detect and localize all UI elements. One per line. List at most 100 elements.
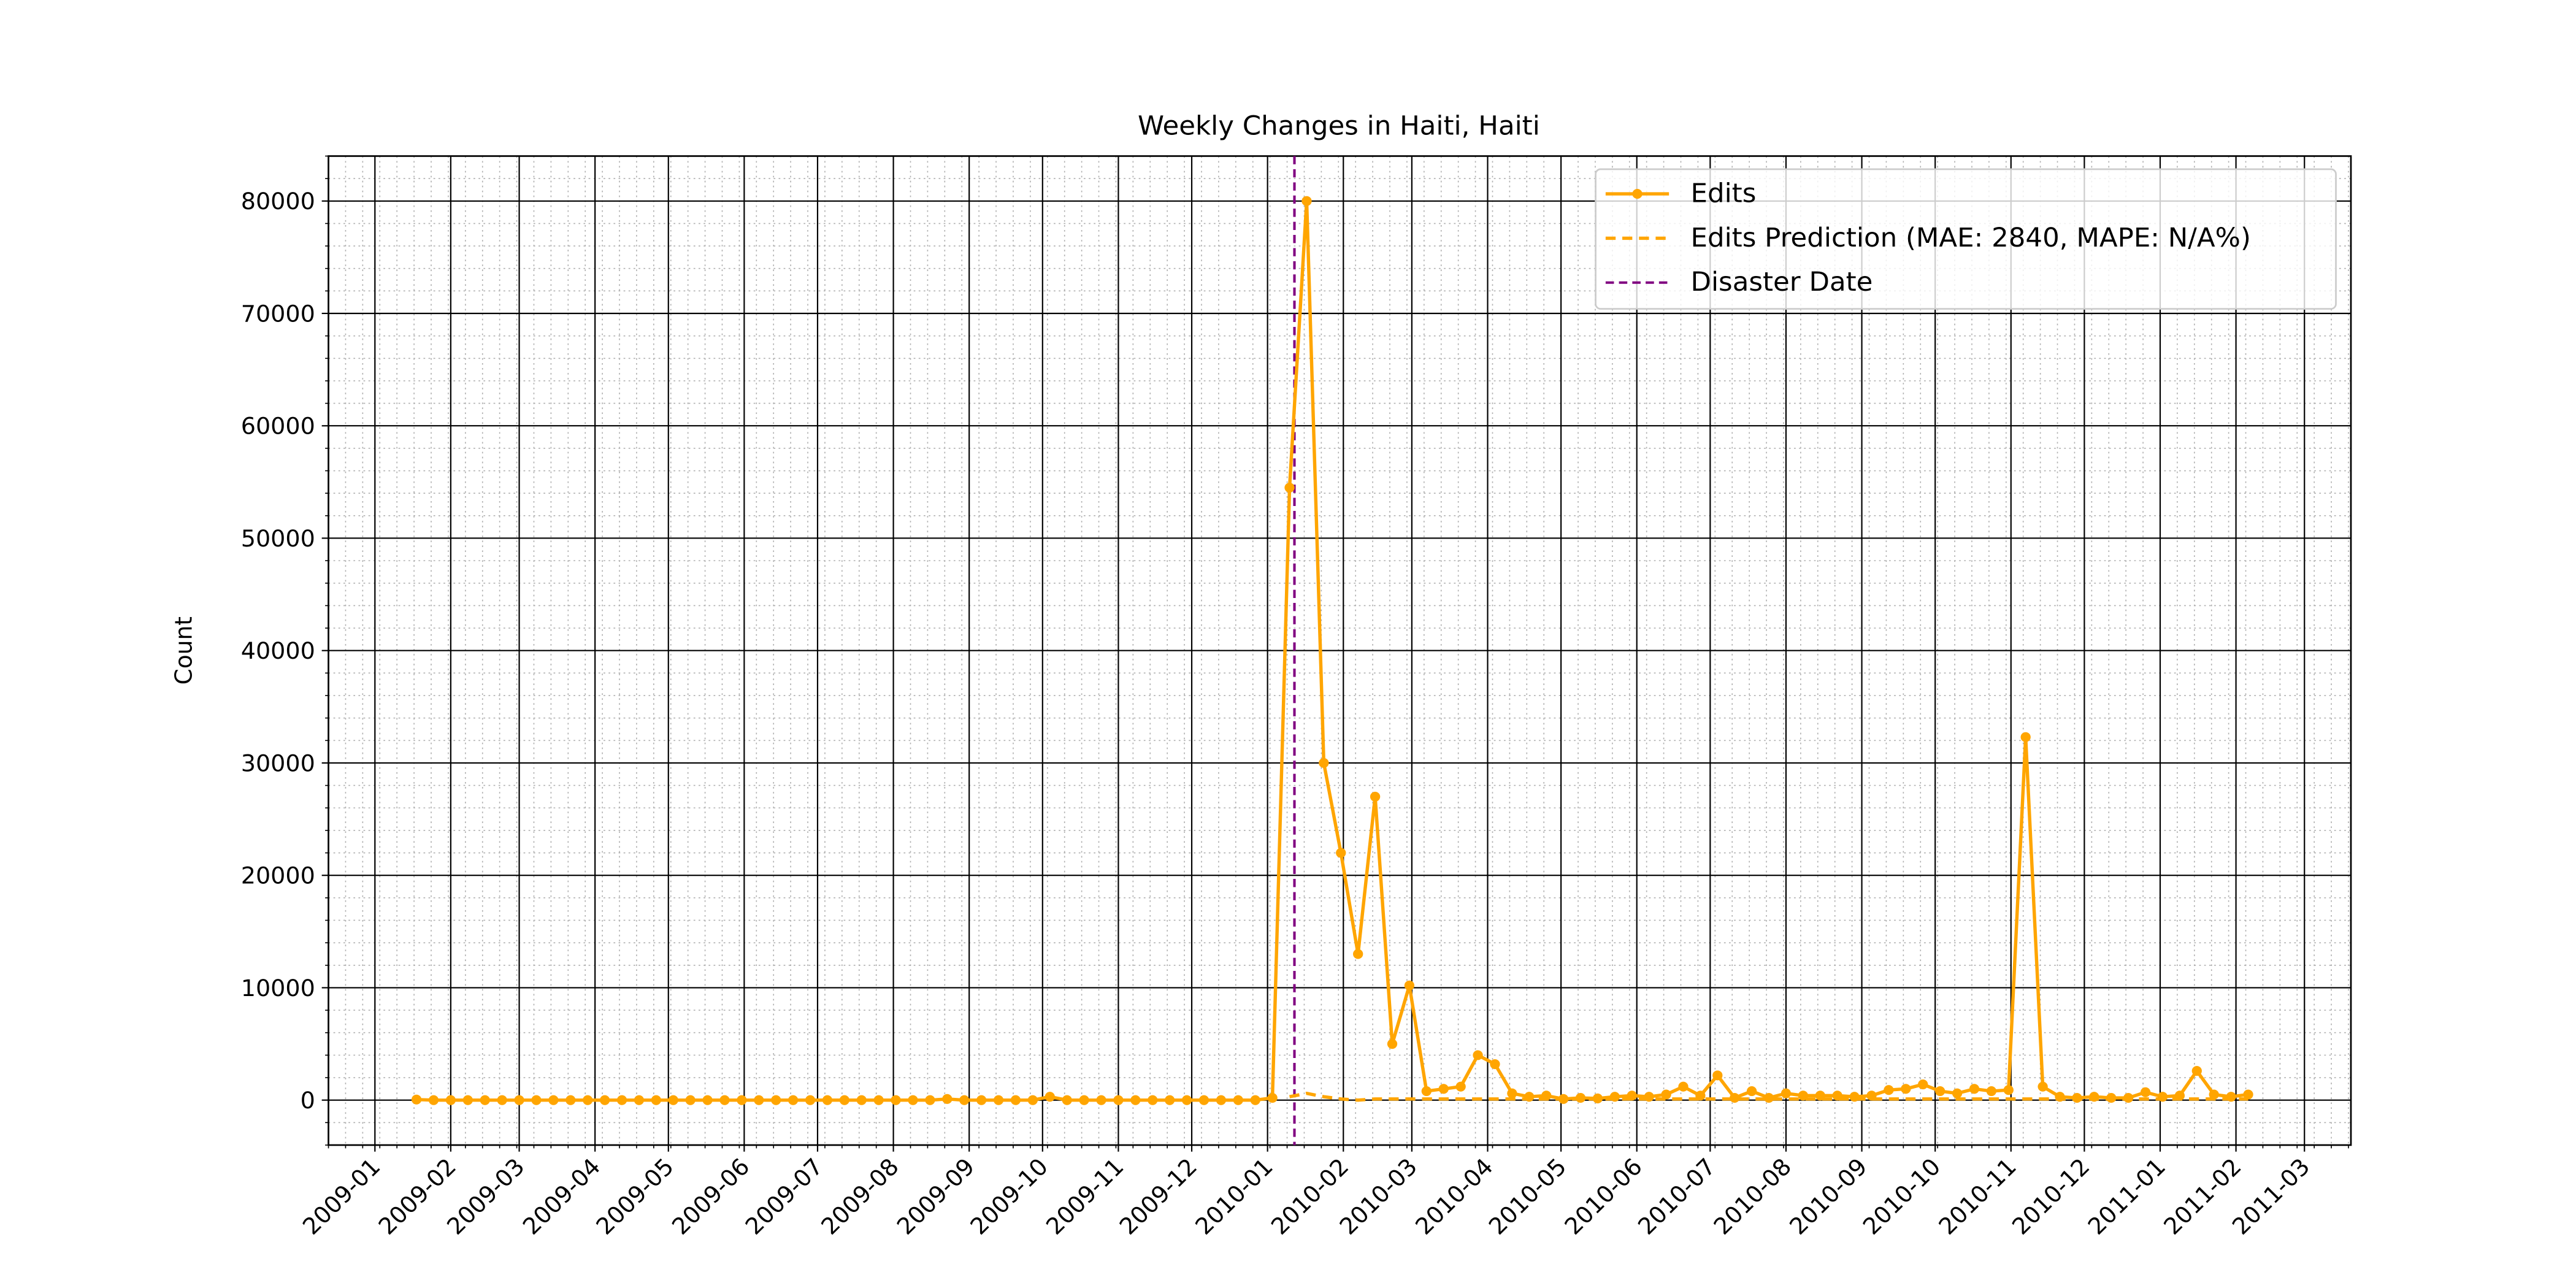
data-point [1027,1095,1038,1105]
data-point [1181,1095,1192,1105]
data-point [531,1095,542,1105]
data-point [1661,1089,1671,1100]
legend-marker [1632,189,1643,199]
data-point [565,1095,576,1105]
data-point [1233,1095,1243,1105]
data-point [1336,848,1346,858]
data-point [1301,196,1312,206]
legend-box [1595,168,2337,310]
data-point [2003,1085,2014,1095]
data-point [2191,1065,2202,1076]
data-point [548,1095,559,1105]
data-point [754,1095,764,1105]
data-point [805,1095,816,1105]
chart-title: Weekly Changes in Haiti, Haiti [1138,111,1540,142]
data-point [1763,1092,1774,1103]
data-point [1010,1095,1021,1105]
data-point [1198,1095,1209,1105]
data-point [873,1095,884,1105]
data-point [822,1095,833,1105]
data-point [839,1095,850,1105]
data-point [1079,1095,1089,1105]
y-tick-label: 70000 [241,301,315,328]
legend-label: Edits Prediction (MAE: 2840, MAPE: N/A%) [1691,223,2251,253]
y-tick-label: 20000 [241,862,315,889]
legend-label: Disaster Date [1691,267,1873,297]
data-point [1918,1079,1928,1090]
data-point [1438,1084,1449,1094]
data-point [1712,1070,1723,1081]
data-point [737,1095,747,1105]
y-tick-label: 30000 [241,750,315,777]
y-axis-label: Count [170,616,197,684]
data-point [993,1095,1004,1105]
data-point [1404,980,1415,991]
data-point [1969,1084,1980,1094]
data-point [1986,1086,1997,1097]
data-point [788,1095,799,1105]
data-point [1884,1085,1894,1095]
data-point [1353,949,1363,959]
data-point [1781,1088,1792,1098]
data-point [462,1095,473,1105]
data-point [411,1094,422,1105]
data-point [942,1094,953,1104]
data-point [514,1095,524,1105]
data-point [1490,1059,1500,1070]
data-point [2243,1089,2253,1100]
y-tick-label: 0 [301,1087,315,1114]
data-point [445,1095,456,1105]
data-point [1165,1095,1175,1105]
data-point [702,1095,713,1105]
legend-label: Edits [1691,178,1757,209]
data-point [1934,1086,1945,1097]
data-point [616,1095,627,1105]
data-point [1319,757,1329,768]
data-point [856,1095,867,1105]
data-point [497,1095,507,1105]
data-point [668,1095,678,1105]
data-point [583,1095,593,1105]
data-point [1901,1084,1911,1094]
data-point [925,1095,935,1105]
data-point [1045,1092,1055,1102]
data-point [1096,1095,1106,1105]
data-point [2020,732,2031,742]
data-point [2037,1081,2048,1092]
data-point [651,1095,661,1105]
data-point [480,1095,490,1105]
data-point [771,1095,781,1105]
y-tick-label: 40000 [241,637,315,664]
data-point [976,1095,987,1105]
data-point [959,1095,970,1105]
data-point [1387,1039,1398,1049]
data-point [1746,1086,1757,1097]
data-point [1062,1095,1072,1105]
data-point [1267,1092,1278,1103]
data-point [2140,1087,2151,1097]
data-point [1113,1095,1124,1105]
data-point [1473,1050,1483,1060]
y-tick-label: 50000 [241,525,315,552]
data-point [1130,1095,1141,1105]
data-point [719,1095,730,1105]
data-point [1952,1088,1963,1098]
data-point [685,1095,696,1105]
data-point [634,1095,645,1105]
y-tick-label: 10000 [241,975,315,1002]
data-point [1370,791,1381,802]
data-point [1507,1088,1517,1098]
data-point [428,1095,439,1105]
data-point [1678,1081,1689,1092]
data-point [2209,1089,2219,1100]
plot-frame [328,155,2352,1146]
y-tick-label: 60000 [241,413,315,440]
data-point [1284,482,1295,493]
data-point [1148,1095,1158,1105]
data-point [908,1095,918,1105]
data-point [1421,1086,1432,1097]
data-point [1455,1081,1466,1092]
data-point [1216,1095,1227,1105]
y-tick-label: 80000 [241,188,315,215]
